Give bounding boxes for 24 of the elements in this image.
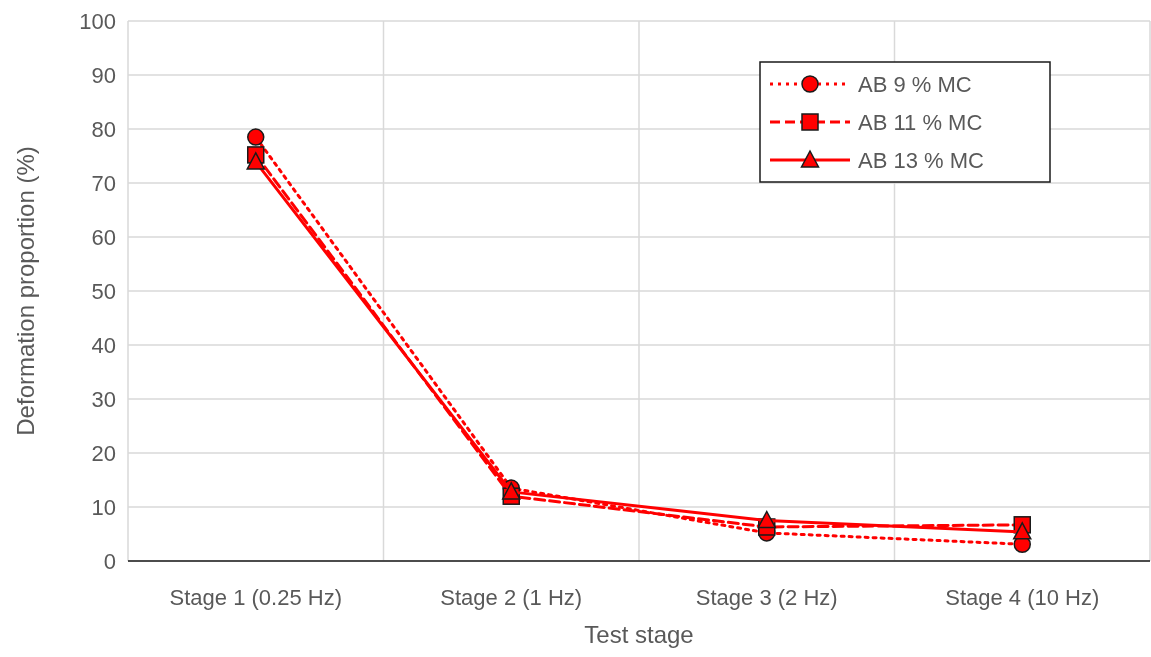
x-tick-label: Stage 2 (1 Hz) <box>440 585 583 610</box>
y-tick-label: 20 <box>91 440 116 466</box>
y-tick-label: 10 <box>91 494 116 520</box>
point <box>1013 522 1032 540</box>
y-tick-label: 50 <box>91 278 116 304</box>
point <box>246 152 265 170</box>
x-tick-label: Stage 3 (2 Hz) <box>695 585 838 610</box>
y-tick-label: 90 <box>91 62 116 88</box>
y-tick-label: 60 <box>91 224 116 250</box>
legend-label: AB 13 % MC <box>858 147 985 173</box>
y-tick-label: 80 <box>91 116 116 142</box>
x-tick-label: Stage 4 (10 Hz) <box>945 585 1100 610</box>
point <box>757 510 776 529</box>
point <box>247 128 265 146</box>
y-tick-label: 0 <box>103 548 116 574</box>
y-tick-label: 70 <box>91 170 116 196</box>
x-tick-label: Stage 1 (0.25 Hz) <box>169 585 342 610</box>
y-tick-label: 40 <box>91 332 116 358</box>
legend-label: AB 9 % MC <box>858 71 972 97</box>
y-tick-label: 100 <box>79 8 116 34</box>
legend-label: AB 11 % MC <box>858 109 983 135</box>
y-axis-title: Deformation proportion (%) <box>12 146 39 436</box>
y-tick-label: 30 <box>91 386 116 412</box>
x-axis-title: Test stage <box>584 621 694 648</box>
